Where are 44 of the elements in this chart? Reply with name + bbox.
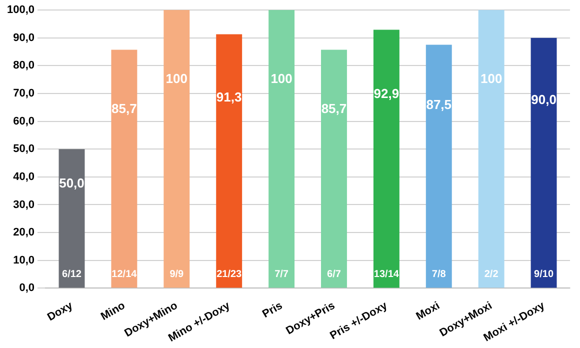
data-label: 92,9 — [374, 86, 400, 101]
bar — [426, 44, 452, 288]
x-tick-label: Mino — [98, 300, 128, 323]
y-tick-label: 100,0 — [6, 4, 35, 16]
bar — [58, 149, 85, 288]
data-label: 100 — [480, 71, 502, 86]
bar — [268, 10, 295, 288]
annotation: 7/8 — [432, 268, 446, 280]
bar — [478, 10, 504, 288]
bar — [111, 50, 138, 288]
annotation: 13/14 — [374, 268, 400, 280]
annotation: 6/7 — [327, 268, 342, 280]
data-label: 87,5 — [426, 97, 452, 112]
annotation: 6/12 — [62, 268, 82, 280]
data-label: 100 — [166, 71, 188, 86]
bar — [373, 30, 400, 288]
data-label: 85,7 — [112, 100, 137, 116]
y-tick-label: 30,0 — [13, 198, 35, 211]
bar — [321, 50, 347, 288]
annotation: 9/10 — [534, 268, 554, 280]
annotation: 21/23 — [216, 268, 242, 280]
bar — [530, 38, 557, 288]
data-label: 85,7 — [321, 100, 347, 116]
y-tick-label: 70,0 — [13, 87, 35, 100]
y-tick-label: 60,0 — [13, 115, 35, 128]
data-label: 100 — [270, 71, 292, 86]
annotation: 7/7 — [274, 268, 289, 280]
bar — [216, 34, 242, 288]
y-tick-label: 40,0 — [13, 170, 35, 183]
x-tick-label: Doxy — [45, 299, 76, 324]
annotation: 2/2 — [484, 268, 499, 280]
y-tick-label: 90,0 — [13, 32, 35, 44]
annotation: 12/14 — [112, 268, 138, 280]
y-tick-label: 80,0 — [13, 60, 35, 72]
y-tick-label: 20,0 — [13, 226, 35, 239]
data-label: 90,0 — [531, 92, 556, 107]
x-tick-label: Pris — [260, 300, 285, 321]
annotation: 9/9 — [170, 268, 184, 280]
y-tick-label: 0,0 — [19, 282, 35, 294]
y-tick-label: 10,0 — [13, 254, 35, 266]
y-tick-label: 50,0 — [13, 143, 35, 156]
bar — [164, 10, 190, 288]
data-label: 91,3 — [216, 89, 242, 104]
data-label: 50,0 — [59, 175, 84, 190]
